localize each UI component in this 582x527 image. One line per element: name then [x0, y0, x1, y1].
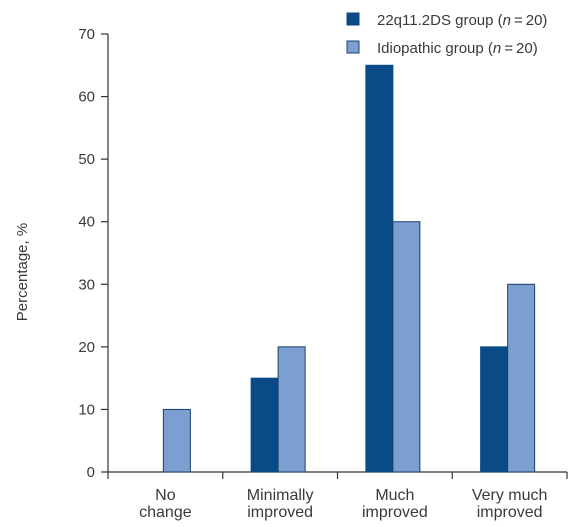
x-tick-label: Much improved: [362, 487, 428, 521]
y-tick-label: 40: [78, 214, 95, 231]
y-tick-label: 60: [78, 89, 95, 106]
legend-label-italic: n: [493, 40, 501, 57]
x-tick-label-line: change: [139, 504, 192, 521]
bar-22q11-2ds-2: [365, 64, 394, 473]
y-tick-label: 30: [78, 276, 95, 293]
bar-idiopathic-1: [277, 346, 306, 473]
bars-group: [162, 64, 536, 473]
legend-label-idiopathic: Idiopathic group (n = 20): [377, 40, 538, 57]
y-axis-label: Percentage, %: [14, 223, 31, 321]
x-tick-label-line: improved: [247, 504, 313, 521]
bar-idiopathic-0: [162, 408, 191, 473]
legend: 22q11.2DS group (n = 20)Idiopathic group…: [346, 12, 547, 57]
legend-label-text: Idiopathic group (: [377, 40, 493, 57]
x-tick-label-line: improved: [362, 504, 428, 521]
y-tick-label: 70: [78, 26, 95, 43]
legend-swatch-22q11-2ds: [346, 12, 360, 26]
y-tick-label: 20: [78, 339, 95, 356]
y-tick-label: 50: [78, 151, 95, 168]
x-tick-label-line: No: [155, 487, 176, 504]
bar-22q11-2ds-1: [250, 377, 279, 473]
bar-idiopathic-2: [392, 221, 421, 473]
y-tick-label: 0: [87, 464, 95, 481]
legend-label-italic: n: [503, 12, 511, 29]
x-tick-label: No change: [139, 487, 192, 521]
legend-swatch-idiopathic: [346, 40, 360, 54]
legend-label-22q11-2ds: 22q11.2DS group (n = 20): [377, 12, 547, 29]
legend-label-suffix: = 20): [501, 40, 537, 57]
x-tick-label: Minimally improved: [247, 487, 314, 521]
x-tick-label-line: Minimally: [247, 487, 314, 504]
legend-label-suffix: = 20): [511, 12, 547, 29]
legend-label-text: 22q11.2DS group (: [377, 12, 503, 29]
y-tick-label: 10: [78, 401, 95, 418]
bar-idiopathic-3: [507, 283, 536, 473]
x-tick-label-line: Very much: [472, 487, 548, 504]
x-tick-label: Very much improved: [472, 487, 548, 521]
bar-22q11-2ds-3: [480, 346, 509, 473]
x-tick-label-line: Much: [375, 487, 414, 504]
x-tick-label-line: improved: [477, 504, 543, 521]
